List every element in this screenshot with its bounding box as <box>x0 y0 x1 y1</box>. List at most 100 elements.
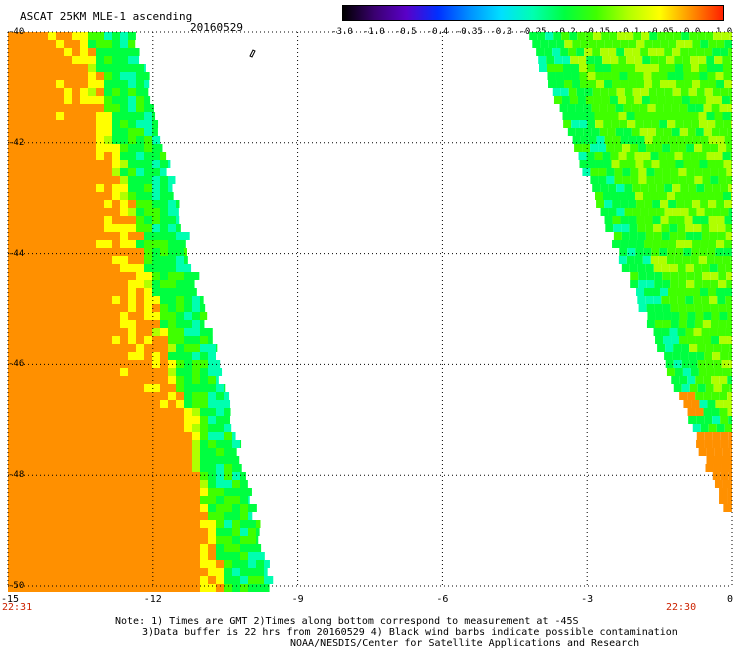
swath-cell <box>653 224 662 232</box>
swath-cell <box>16 536 24 544</box>
swath-cell <box>200 488 208 496</box>
swath-cell <box>56 328 64 336</box>
swath-cell <box>682 192 691 200</box>
swath-cell <box>657 96 666 104</box>
swath-cell <box>160 168 167 176</box>
swath-cell <box>176 552 184 560</box>
swath-cell <box>48 184 56 192</box>
swath-cell <box>184 584 192 592</box>
swath-cell <box>96 584 104 592</box>
swath-cell <box>56 216 64 224</box>
swath-cell <box>681 360 690 368</box>
swath-cell <box>216 424 224 432</box>
swath-cell <box>712 352 721 360</box>
swath-cell <box>104 208 112 216</box>
swath-cell <box>663 128 672 136</box>
swath-cell <box>24 352 32 360</box>
swath-cell <box>670 144 679 152</box>
swath-cell <box>8 104 16 112</box>
swath-cell <box>112 504 120 512</box>
swath-cell <box>184 392 192 400</box>
swath-cell <box>32 384 40 392</box>
swath-cell <box>88 160 96 168</box>
swath-cell <box>72 184 80 192</box>
swath-cell <box>168 448 176 456</box>
swath-cell <box>104 184 112 192</box>
swath-cell <box>678 272 687 280</box>
swath-cell <box>703 128 712 136</box>
swath-cell <box>160 160 168 168</box>
swath-cell <box>668 80 677 88</box>
swath-cell <box>8 488 16 496</box>
swath-cell <box>32 400 40 408</box>
swath-cell <box>120 184 128 192</box>
swath-cell <box>96 56 104 64</box>
swath-cell <box>208 344 216 352</box>
swath-cell <box>64 416 72 424</box>
swath-cell <box>48 288 56 296</box>
swath-cell <box>96 320 104 328</box>
swath-cell <box>232 544 240 552</box>
swath-cell <box>32 312 40 320</box>
swath-cell <box>56 560 64 568</box>
swath-cell <box>192 352 200 360</box>
swath-cell <box>718 176 727 184</box>
swath-cell <box>659 248 668 256</box>
swath-cell <box>96 472 104 480</box>
swath-cell <box>144 256 152 264</box>
swath-cell <box>112 560 120 568</box>
swath-cell <box>722 256 731 264</box>
swath-cell <box>602 64 611 72</box>
swath-cell <box>136 216 144 224</box>
swath-cell <box>120 56 128 64</box>
swath-cell <box>232 488 240 496</box>
swath-cell <box>128 400 136 408</box>
swath-cell <box>730 448 732 456</box>
swath-cell <box>16 368 24 376</box>
swath-cell <box>40 328 48 336</box>
swath-cell <box>136 408 144 416</box>
swath-cell <box>72 424 80 432</box>
swath-cell <box>562 64 571 72</box>
swath-cell <box>643 248 652 256</box>
swath-cell <box>120 112 128 120</box>
swath-cell <box>16 136 24 144</box>
swath-cell <box>168 208 176 216</box>
swath-cell <box>48 32 56 40</box>
swath-cell <box>725 296 732 304</box>
swath-cell <box>675 248 684 256</box>
swath-cell <box>8 392 16 400</box>
swath-cell <box>16 408 24 416</box>
swath-cell <box>144 416 152 424</box>
swath-cell <box>716 80 725 88</box>
swath-cell <box>80 432 88 440</box>
swath-cell <box>688 416 697 424</box>
swath-cell <box>662 304 671 312</box>
swath-cell <box>64 280 72 288</box>
swath-cell <box>547 72 556 80</box>
swath-cell <box>32 32 40 40</box>
swath-cell <box>112 344 120 352</box>
swath-cell <box>144 96 151 104</box>
swath-cell <box>40 224 48 232</box>
swath-cell <box>689 384 698 392</box>
swath-cell <box>80 248 88 256</box>
swath-cell <box>184 352 192 360</box>
swath-cell <box>80 440 88 448</box>
swath-cell <box>707 72 716 80</box>
swath-cell <box>617 96 626 104</box>
swath-cell <box>176 392 184 400</box>
swath-cell <box>694 176 703 184</box>
swath-cell <box>592 48 601 56</box>
swath-cell <box>587 160 596 168</box>
swath-cell <box>670 168 679 176</box>
swath-cell <box>716 288 725 296</box>
swath-cell <box>184 320 192 328</box>
swath-cell <box>168 312 176 320</box>
swath-cell <box>120 192 128 200</box>
swath-cell <box>621 232 630 240</box>
swath-cell <box>64 560 72 568</box>
swath-cell <box>576 48 585 56</box>
swath-cell <box>192 400 200 408</box>
swath-cell <box>724 40 732 48</box>
